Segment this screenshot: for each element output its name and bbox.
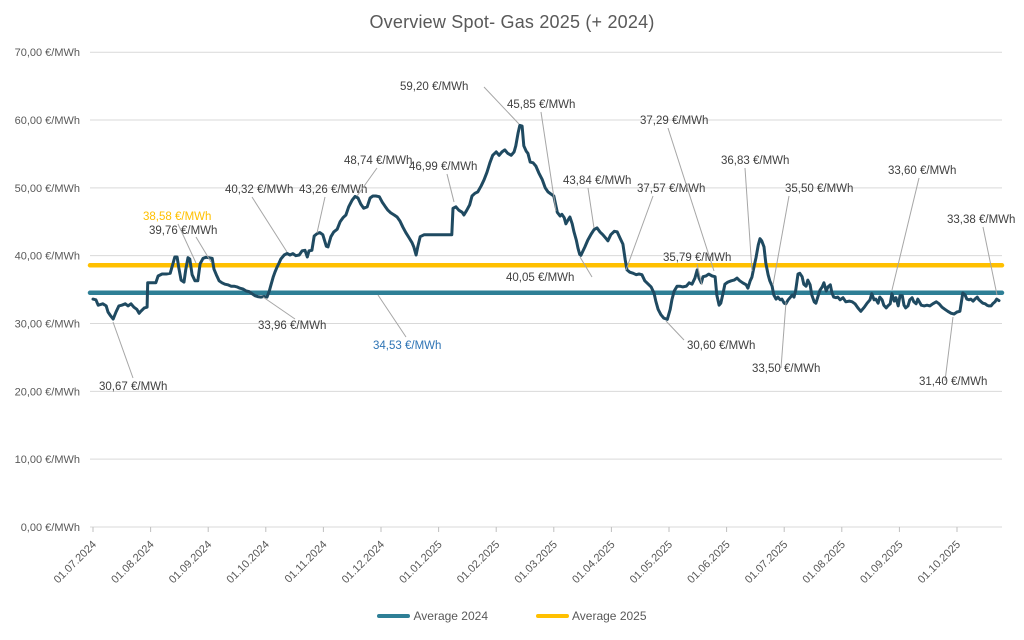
y-axis-tick-label: 30,00 €/MWh <box>15 319 80 331</box>
legend-item-average-2025: Average 2025 <box>536 609 647 623</box>
x-axis-tick-label: 01.07.2025 <box>743 539 790 586</box>
x-axis-tick-label: 01.08.2024 <box>109 539 156 586</box>
x-axis-tick-label: 01.12.2024 <box>340 539 387 586</box>
annotation-leader-line <box>982 226 998 296</box>
legend-label-average-2024: Average 2024 <box>413 609 488 623</box>
annotation-leader-line <box>483 86 520 125</box>
x-axis-tick-label: 01.08.2025 <box>801 539 848 586</box>
annotation-label: 45,85 €/MWh <box>507 99 575 111</box>
y-axis-tick-label: 60,00 €/MWh <box>15 115 80 127</box>
annotation-leader-line <box>540 111 557 212</box>
annotation-leader-line <box>665 320 685 341</box>
x-axis-tick-label: 01.04.2025 <box>570 539 617 586</box>
annotation-label: 33,60 €/MWh <box>888 165 956 177</box>
annotation-label: 30,60 €/MWh <box>687 340 755 352</box>
y-axis-tick-label: 40,00 €/MWh <box>15 251 80 263</box>
x-axis-tick-label: 01.06.2025 <box>685 539 732 586</box>
annotation-leader-line <box>696 263 703 286</box>
annotation-label: 30,67 €/MWh <box>99 381 167 393</box>
annotation-leader-line <box>446 173 455 203</box>
annotation-label: 37,29 €/MWh <box>640 115 708 127</box>
x-axis-tick-label: 01.05.2025 <box>628 539 675 586</box>
annotation-leader-line <box>667 127 715 272</box>
chart-title: Overview Spot- Gas 2025 (+ 2024) <box>369 12 655 32</box>
annotation-label: 39,76 €/MWh <box>149 225 217 237</box>
annotation-label: 34,53 €/MWh <box>373 340 441 352</box>
legend-label-average-2025: Average 2025 <box>572 609 647 623</box>
annotation-leader-line <box>316 196 326 234</box>
x-axis-tick-label: 01.07.2024 <box>52 539 99 586</box>
annotation-label: 48,74 €/MWh <box>344 155 412 167</box>
chart-legend: Average 2024 Average 2025 <box>0 609 1024 623</box>
annotation-leader-line <box>262 296 296 320</box>
y-axis-tick-label: 70,00 €/MWh <box>15 47 80 59</box>
annotation-leader-line <box>587 187 595 229</box>
annotation-label: 43,26 €/MWh <box>299 184 367 196</box>
x-axis-tick-label: 01.10.2024 <box>225 539 272 586</box>
average-2024-line-swatch <box>377 614 411 618</box>
spot-price-series-line <box>91 123 1001 321</box>
annotation-label: 35,79 €/MWh <box>663 252 731 264</box>
annotation-leader-line <box>891 177 920 291</box>
x-axis-tick-label: 01.01.2025 <box>397 539 444 586</box>
annotation-leader-line <box>579 256 593 278</box>
annotation-label: 33,96 €/MWh <box>258 320 326 332</box>
x-axis-tick-label: 01.02.2025 <box>455 539 502 586</box>
x-axis-tick-label: 01.10.2025 <box>916 539 963 586</box>
annotation-leader-line <box>195 236 212 263</box>
average-2025-line-swatch <box>536 614 569 618</box>
annotation-leader-line <box>944 316 954 382</box>
x-axis-tick-label: 01.09.2024 <box>167 539 214 586</box>
x-axis-tick-label: 01.03.2025 <box>513 539 560 586</box>
annotation-leader-line <box>251 196 288 253</box>
annotation-label: 36,83 €/MWh <box>721 155 789 167</box>
annotation-leader-line <box>177 223 197 264</box>
annotation-leader-line <box>356 167 378 197</box>
annotation-label: 59,20 €/MWh <box>400 81 468 93</box>
annotation-label: 46,99 €/MWh <box>409 161 477 173</box>
annotation-label: 35,50 €/MWh <box>785 183 853 195</box>
annotation-label: 43,84 €/MWh <box>563 175 631 187</box>
legend-item-average-2024: Average 2024 <box>377 609 488 623</box>
annotation-leader-line <box>625 195 654 271</box>
annotation-leader-line <box>112 321 134 379</box>
y-axis-tick-label: 10,00 €/MWh <box>15 454 80 466</box>
x-axis-tick-label: 01.09.2025 <box>858 539 905 586</box>
annotation-leader-line <box>377 294 407 338</box>
y-axis-tick-label: 20,00 €/MWh <box>15 386 80 398</box>
annotation-label: 40,05 €/MWh <box>506 272 574 284</box>
annotation-label: 31,40 €/MWh <box>919 376 987 388</box>
annotation-leader-line <box>772 195 790 286</box>
x-axis-tick-label: 01.11.2024 <box>283 539 330 586</box>
annotation-leader-line <box>744 167 753 272</box>
annotation-label: 33,38 €/MWh <box>947 214 1015 226</box>
annotation-label: 40,32 €/MWh <box>225 184 293 196</box>
y-axis-tick-label: 50,00 €/MWh <box>15 183 80 195</box>
annotation-label: 38,58 €/MWh <box>143 211 211 223</box>
annotation-label: 33,50 €/MWh <box>752 363 820 375</box>
annotation-label: 37,57 €/MWh <box>637 183 705 195</box>
y-axis-tick-label: 0,00 €/MWh <box>21 522 80 534</box>
annotation-leader-line <box>780 301 787 369</box>
